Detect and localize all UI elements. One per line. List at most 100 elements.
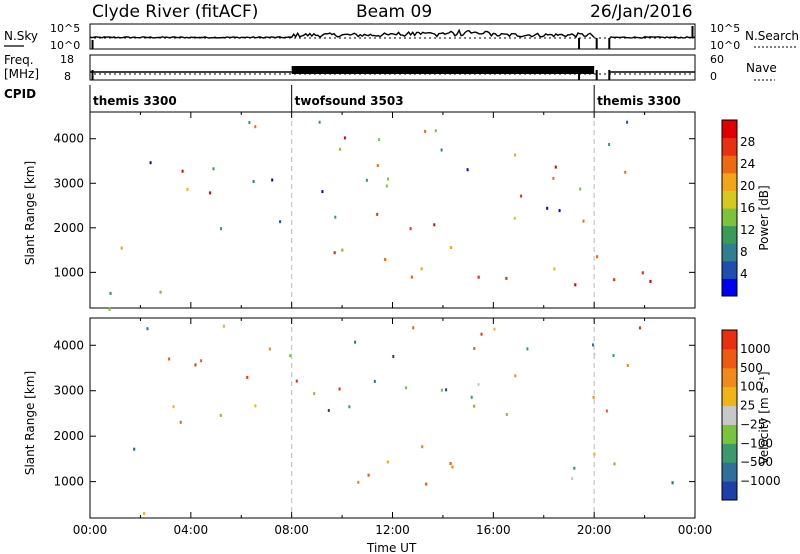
data-cell — [254, 125, 257, 129]
data-cell — [440, 388, 443, 392]
colorbar-swatch — [722, 243, 737, 262]
data-cell — [220, 227, 222, 231]
nsky-trace — [89, 26, 696, 49]
x-tick-label: 08:00 — [274, 523, 309, 537]
data-cell — [376, 164, 379, 168]
data-cell — [505, 276, 508, 280]
data-cell — [473, 347, 476, 350]
data-cell — [671, 481, 674, 485]
velocity-colorbar: 1000 500 100 25 −25 −100 −500 −1000 — [721, 329, 781, 501]
freq-trace — [90, 66, 695, 80]
colorbar-tick-label: 8 — [740, 245, 748, 259]
data-cell — [451, 465, 454, 469]
data-cell — [181, 169, 184, 173]
data-cell — [421, 445, 424, 449]
freq-tick-top: 18 — [60, 53, 74, 66]
data-cell — [470, 395, 473, 399]
data-cell — [449, 462, 452, 465]
y-tick-label: 3000 — [53, 384, 84, 398]
data-cell — [579, 187, 582, 191]
data-cell — [149, 161, 152, 165]
data-cell — [387, 177, 390, 181]
data-cell — [477, 383, 480, 387]
nsky-line — [89, 28, 696, 39]
data-cell — [434, 129, 437, 133]
data-cell — [613, 462, 616, 466]
colorbar-swatch — [722, 405, 737, 425]
colorbar-swatch — [722, 120, 737, 139]
data-cell — [571, 477, 574, 481]
data-cell — [582, 219, 585, 223]
data-cell — [573, 466, 576, 470]
data-cell — [520, 194, 523, 198]
data-cell — [639, 326, 641, 330]
data-cell — [425, 482, 428, 486]
data-cell — [354, 340, 357, 344]
colorbar-tick-label: 28 — [740, 135, 755, 149]
data-cell — [409, 227, 412, 231]
colorbar-tick-label: 500 — [740, 361, 763, 375]
data-cell — [186, 187, 189, 191]
cpid-segment-label: themis 3300 — [93, 94, 177, 108]
data-cell — [592, 343, 594, 347]
data-cell — [212, 167, 215, 171]
data-cell — [289, 354, 292, 358]
data-cell — [143, 511, 146, 515]
data-cell — [596, 255, 599, 259]
data-cell — [552, 176, 555, 180]
nsky-label: N.Sky — [4, 29, 38, 43]
freq-panel — [89, 54, 696, 81]
title-radar: Clyde River (fitACF) — [92, 2, 258, 22]
data-cell — [338, 387, 341, 391]
nsky-tick-top: 10^5 — [50, 22, 80, 35]
data-cell — [440, 148, 443, 152]
y-tick-label: 2000 — [53, 221, 84, 235]
colorbar-frame — [721, 119, 738, 297]
data-cell — [433, 223, 436, 227]
data-cell — [194, 363, 197, 367]
velocity-colorbar-label: Velocity [m s⁻¹] — [757, 371, 771, 464]
colorbar-swatch — [722, 225, 737, 244]
data-cell — [593, 452, 596, 456]
data-cell — [313, 392, 316, 396]
colorbar-tick-label: 25 — [740, 399, 755, 413]
velocity-panel: 1000 2000 3000 4000 00:00 04:00 08:00 12:00 16:0… — [53, 317, 713, 537]
x-tick-label: 00:00 — [678, 523, 713, 537]
colorbar-swatch — [722, 481, 737, 501]
data-cell — [558, 209, 561, 213]
data-cell — [626, 364, 629, 367]
data-cell — [385, 184, 388, 188]
data-cell — [608, 143, 611, 146]
data-cell — [348, 405, 351, 409]
colorbar-tick-label: 4 — [740, 267, 748, 281]
nave-tick-bottom: 0 — [710, 70, 717, 83]
data-cell — [410, 275, 413, 279]
x-axis-label: Time UT — [366, 541, 417, 554]
colorbar-swatch — [722, 155, 737, 174]
colorbar-swatch — [722, 190, 737, 209]
colorbar-swatch — [722, 443, 737, 463]
data-cell — [405, 386, 408, 390]
colorbar-swatch — [722, 172, 737, 191]
power-y-axis-label: Slant Range [km] — [23, 161, 37, 265]
data-cell — [386, 460, 389, 464]
data-cell — [248, 121, 251, 124]
freq-label: Freq. — [4, 53, 34, 67]
nave-label: Nave — [746, 61, 777, 75]
data-cell — [626, 120, 629, 124]
data-cell — [222, 324, 225, 328]
y-tick-label: 1000 — [53, 475, 84, 489]
x-tick-label: 04:00 — [174, 523, 209, 537]
colorbar-swatch — [722, 278, 737, 297]
data-cell — [168, 357, 171, 361]
velocity-y-axis-label: Slant Range [km] — [23, 371, 37, 475]
y-tick-label: 1000 — [53, 265, 84, 279]
colorbar-swatch — [722, 208, 737, 227]
data-cell — [641, 271, 644, 275]
data-cell — [514, 374, 517, 378]
x-tick-label: 00:00 — [73, 523, 108, 537]
data-cell — [209, 191, 212, 195]
data-cell — [526, 347, 529, 351]
y-tick-label: 3000 — [53, 176, 84, 190]
data-cell — [219, 413, 222, 417]
